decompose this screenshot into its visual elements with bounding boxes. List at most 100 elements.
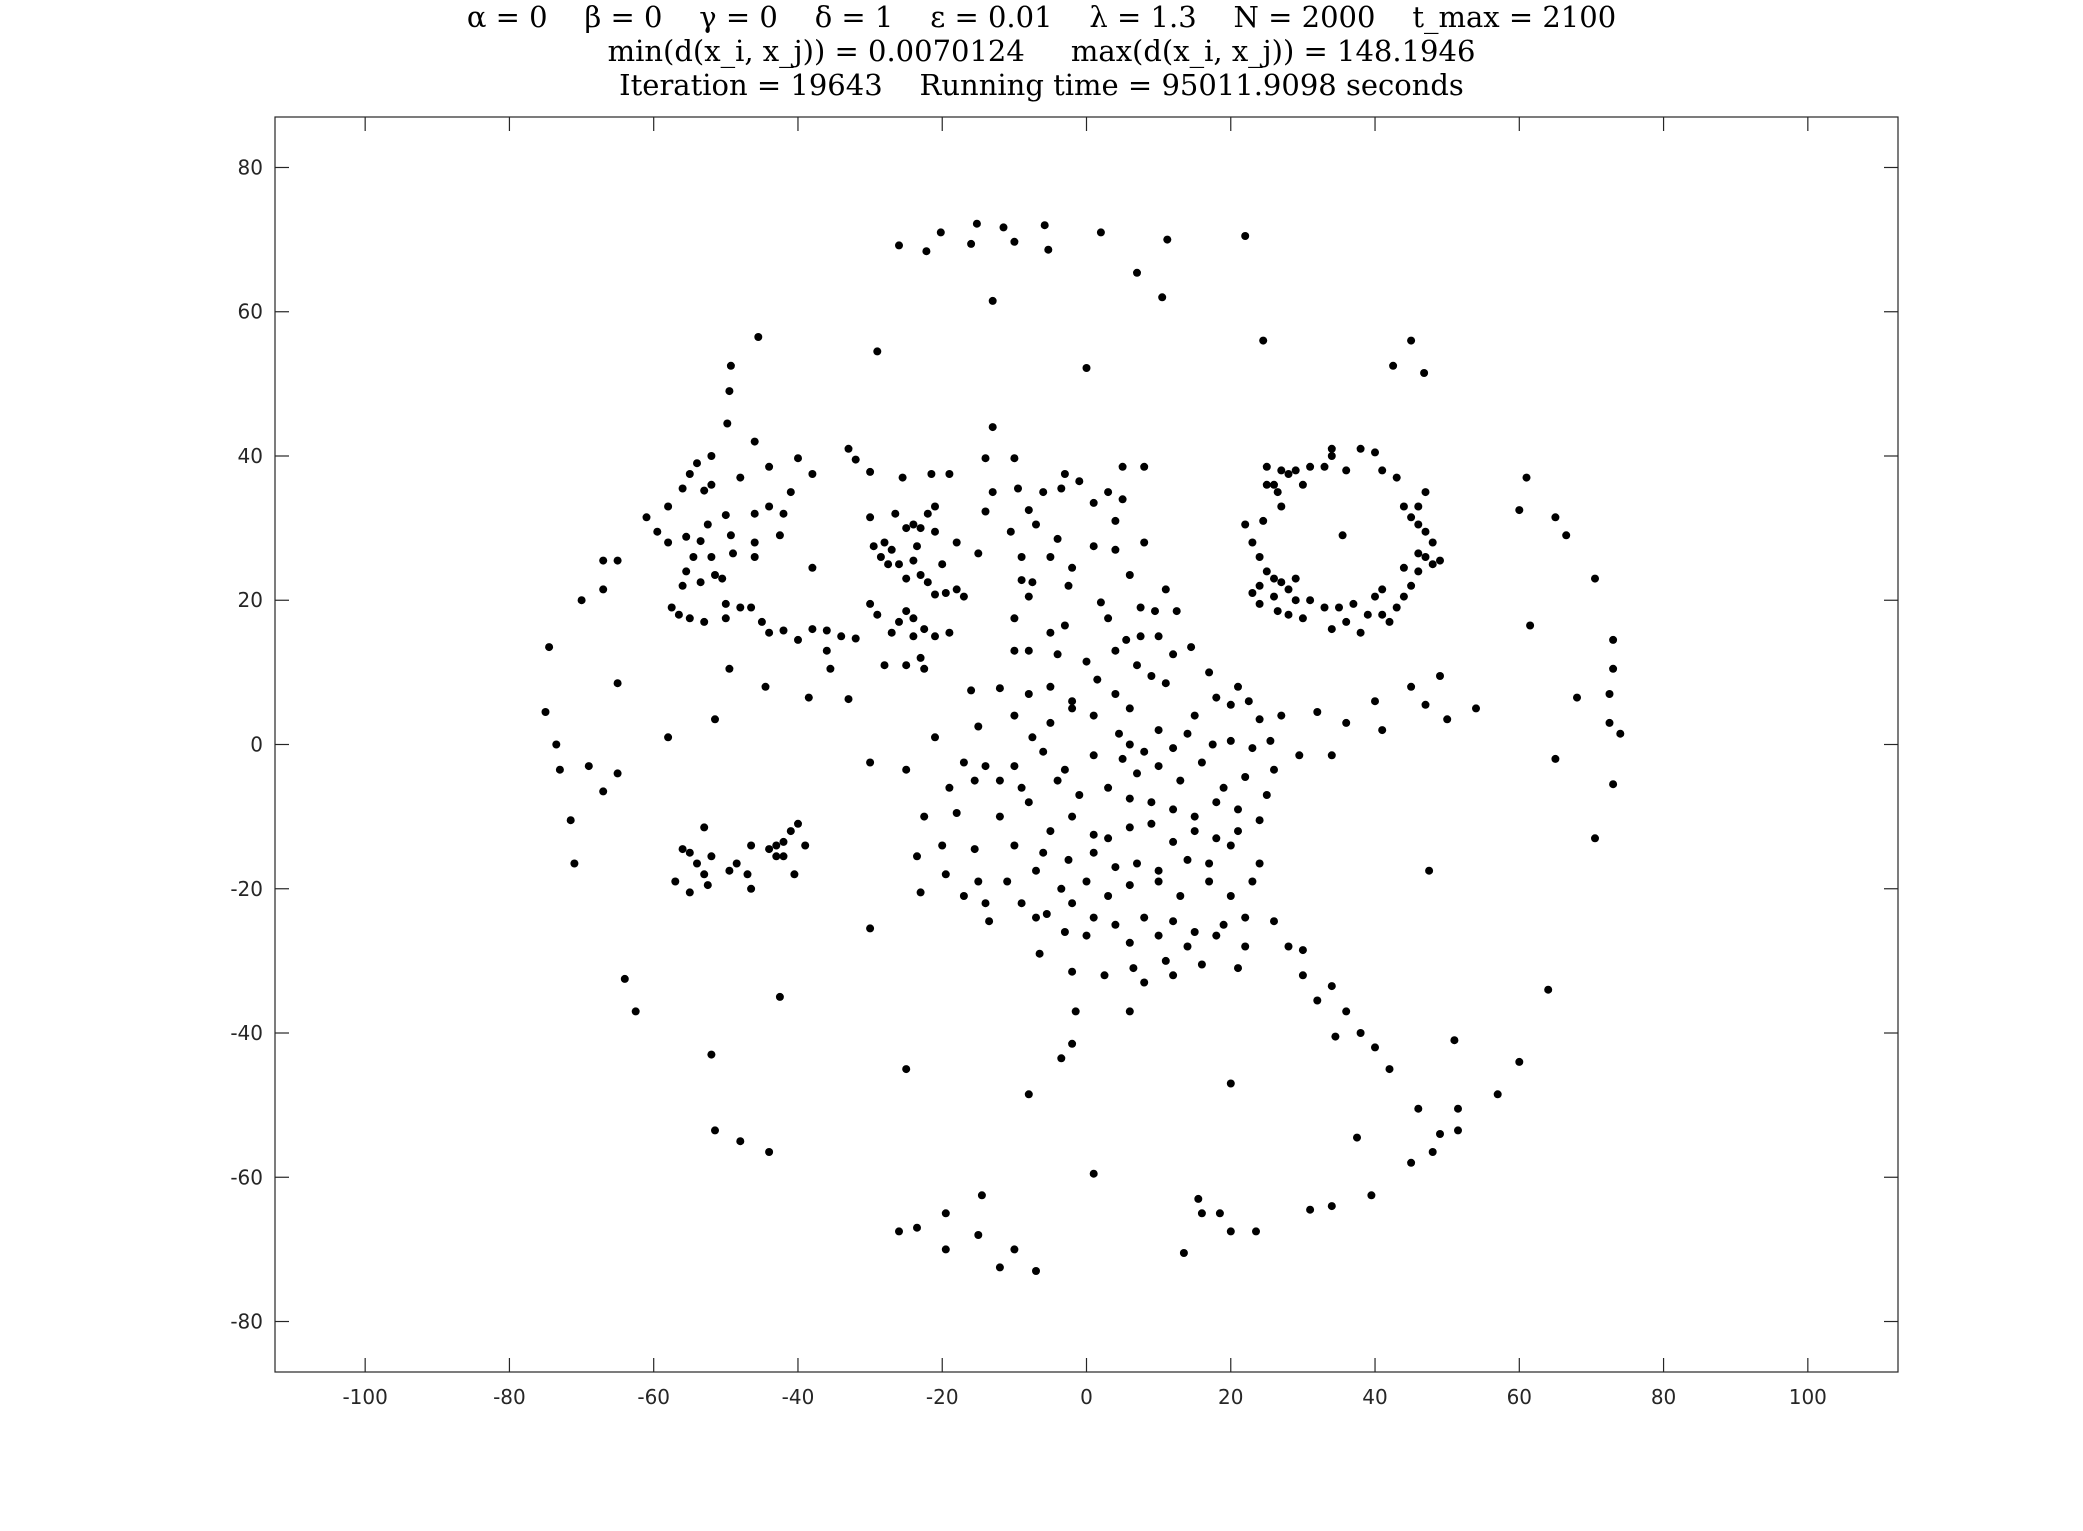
data-point — [1399, 502, 1408, 511]
data-point — [1183, 855, 1192, 864]
data-point — [1342, 718, 1351, 727]
data-point — [1385, 1065, 1394, 1074]
data-point — [1010, 711, 1019, 720]
y-tick-label: -20 — [230, 877, 263, 901]
data-point — [1414, 1104, 1423, 1113]
data-point — [1169, 971, 1178, 980]
data-point — [1425, 866, 1434, 875]
data-point — [1140, 538, 1149, 547]
data-point — [1032, 913, 1040, 922]
data-point — [1044, 245, 1053, 254]
data-point — [1183, 942, 1192, 951]
y-tick-label: 20 — [238, 588, 263, 612]
data-point — [1526, 621, 1535, 630]
data-point — [1104, 614, 1113, 623]
data-point — [1125, 571, 1134, 579]
data-point — [1273, 488, 1282, 497]
data-point — [584, 762, 593, 771]
data-point — [909, 556, 918, 565]
data-point — [898, 473, 907, 482]
data-point — [1125, 1007, 1134, 1016]
data-point — [786, 488, 795, 497]
y-tick-label: -40 — [230, 1021, 263, 1045]
data-point — [1298, 971, 1307, 980]
data-point — [1591, 574, 1599, 583]
data-point — [1122, 635, 1131, 644]
data-point — [743, 870, 752, 879]
data-point — [876, 553, 885, 561]
data-point — [1255, 715, 1264, 724]
data-point — [1255, 599, 1264, 608]
data-point — [1295, 751, 1304, 760]
data-point — [1266, 736, 1275, 745]
data-point — [1010, 237, 1019, 246]
data-point — [1327, 1202, 1336, 1211]
data-point — [707, 1050, 716, 1059]
data-point — [988, 296, 997, 305]
data-point — [1133, 769, 1141, 778]
data-point — [1082, 364, 1091, 372]
data-point — [689, 553, 698, 561]
data-point — [1371, 1043, 1379, 1052]
data-point — [1046, 553, 1055, 561]
data-point — [959, 592, 968, 601]
data-point — [1040, 221, 1049, 230]
data-point — [1190, 827, 1199, 836]
x-tick-label: -100 — [342, 1385, 387, 1409]
data-point — [880, 538, 889, 547]
data-point — [1039, 747, 1048, 756]
data-point — [927, 470, 936, 478]
data-point — [1136, 603, 1145, 612]
data-point — [808, 470, 817, 478]
data-point — [700, 870, 709, 879]
data-point — [808, 563, 817, 572]
data-point — [866, 924, 875, 933]
data-point — [718, 574, 727, 583]
data-point — [1320, 462, 1329, 471]
data-point — [1089, 542, 1098, 551]
data-point — [1046, 628, 1055, 637]
data-point — [1089, 848, 1098, 857]
data-point — [920, 664, 929, 673]
data-point — [1298, 946, 1307, 955]
data-point — [995, 1263, 1004, 1272]
data-point — [895, 1227, 903, 1236]
data-point — [1277, 466, 1286, 475]
data-point — [599, 556, 608, 565]
data-point — [1234, 805, 1242, 814]
data-point — [974, 1231, 983, 1239]
data-point — [685, 470, 694, 478]
data-point — [1089, 913, 1098, 922]
data-point — [1024, 798, 1033, 807]
data-point — [1407, 336, 1416, 345]
data-point — [880, 661, 889, 670]
data-point — [1421, 700, 1430, 709]
data-point — [613, 769, 622, 778]
data-point — [1327, 444, 1336, 453]
data-point — [711, 715, 719, 724]
data-point — [1349, 599, 1358, 608]
data-point — [1118, 462, 1127, 471]
data-point — [1234, 682, 1242, 691]
data-point — [1154, 877, 1163, 886]
data-point — [1371, 697, 1379, 706]
data-point — [1190, 812, 1199, 821]
data-point — [1017, 576, 1026, 585]
data-point — [1277, 711, 1286, 720]
data-point — [725, 866, 734, 875]
data-point — [1212, 834, 1221, 843]
data-point — [779, 837, 788, 846]
data-point — [931, 502, 939, 511]
data-point — [1270, 917, 1278, 926]
data-point — [1158, 293, 1167, 302]
data-point — [1616, 729, 1625, 738]
data-point — [1284, 942, 1293, 951]
data-point — [1140, 747, 1149, 756]
data-point — [909, 520, 918, 529]
data-point — [1003, 877, 1012, 886]
data-point — [873, 347, 882, 356]
data-point — [1042, 910, 1051, 918]
data-point — [555, 765, 564, 774]
data-point — [931, 590, 939, 599]
data-point — [1414, 567, 1423, 576]
